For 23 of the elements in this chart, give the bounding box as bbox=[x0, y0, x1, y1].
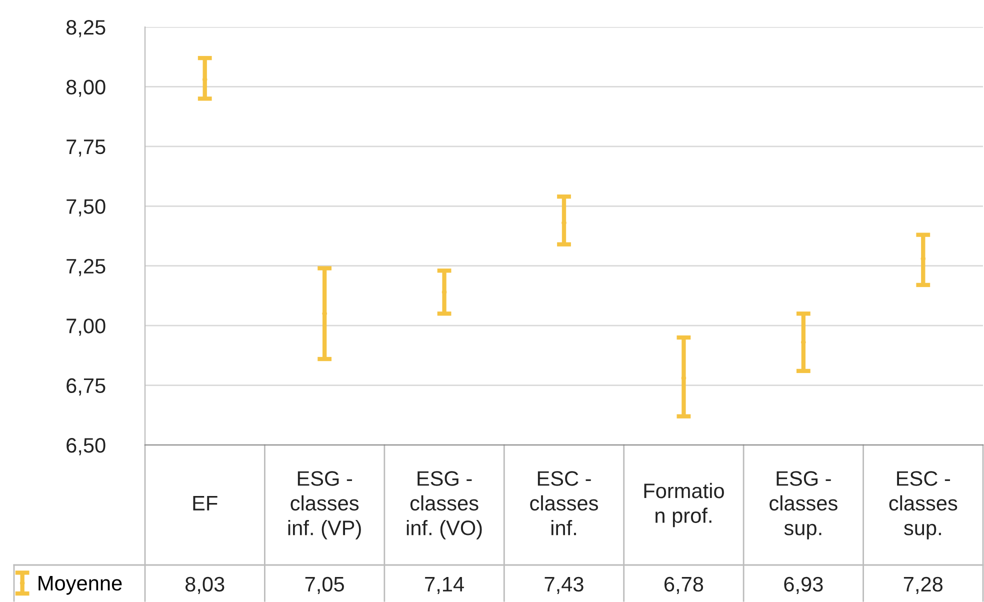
y-tick-label: 8,00 bbox=[66, 80, 106, 97]
y-tick-label: 6,75 bbox=[66, 378, 106, 396]
data-label: 7,05 bbox=[305, 576, 344, 594]
data-label: 7,14 bbox=[425, 577, 464, 594]
y-tick-label: 7,00 bbox=[66, 318, 106, 336]
x-tick-label: Formatio n prof. bbox=[644, 482, 724, 528]
data-label: 6,93 bbox=[784, 576, 823, 594]
x-tick-label: ESG - classes inf. (VP) bbox=[288, 471, 361, 540]
y-tick-label: 7,50 bbox=[66, 199, 106, 216]
x-tick-label: ESG - classes inf. (VO) bbox=[406, 471, 482, 540]
y-tick-label: 8,25 bbox=[66, 20, 106, 38]
y-tick-label: 7,25 bbox=[66, 258, 106, 276]
data-label: 6,78 bbox=[664, 576, 704, 594]
data-label: 7,28 bbox=[904, 576, 943, 594]
y-tick-label: 7,75 bbox=[66, 140, 106, 157]
y-tick-label: 6,50 bbox=[66, 438, 106, 456]
x-tick-label: ESC - classes sup. bbox=[889, 471, 958, 540]
data-label: 7,43 bbox=[544, 576, 584, 594]
legend-label: Moyenne bbox=[38, 576, 122, 595]
x-tick-label: ESG - classes sup. bbox=[770, 471, 838, 540]
x-tick-label: ESC - classes inf. bbox=[530, 471, 598, 536]
data-label: 8,03 bbox=[185, 576, 224, 594]
x-tick-label: EF bbox=[193, 496, 218, 510]
